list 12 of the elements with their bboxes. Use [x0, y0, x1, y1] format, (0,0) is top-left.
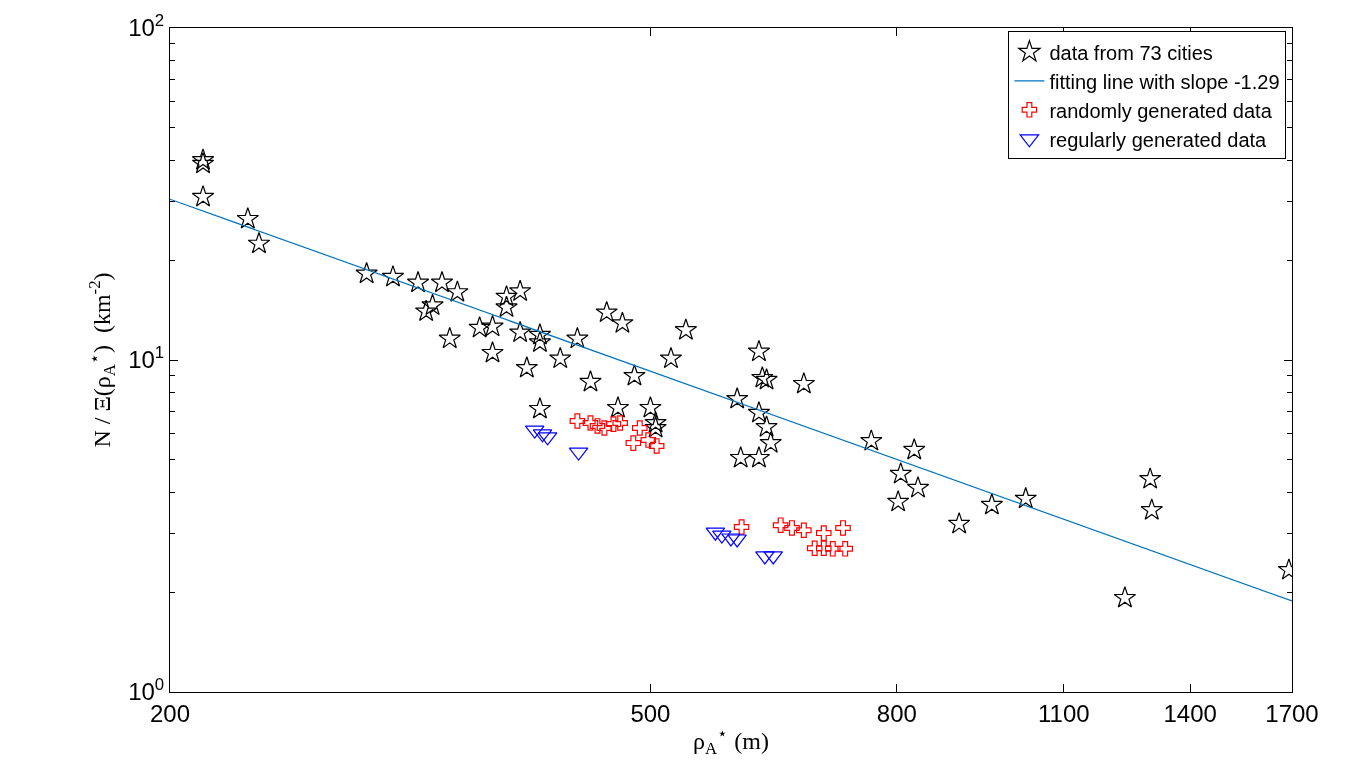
x-tick-label: 1100: [1037, 699, 1090, 727]
legend-label: regularly generated data: [1049, 128, 1268, 151]
x-tick-label: 1700: [1265, 699, 1319, 727]
x-tick-label: 500: [630, 699, 671, 727]
legend-label: randomly generated data: [1049, 99, 1273, 122]
y-tick-label: 10$^{1}$: [128, 343, 165, 374]
legend-label: fitting line with slope -1.29: [1049, 70, 1280, 93]
x-tick-label: 1400: [1163, 699, 1217, 727]
x-tick-label: 800: [876, 699, 917, 727]
legend-label: data from 73 cities: [1049, 41, 1213, 64]
y-tick-label: 10$^{2}$: [128, 11, 165, 42]
x-axis-title: ρ$_{A}$$^{⋆}$ (m): [693, 724, 769, 759]
